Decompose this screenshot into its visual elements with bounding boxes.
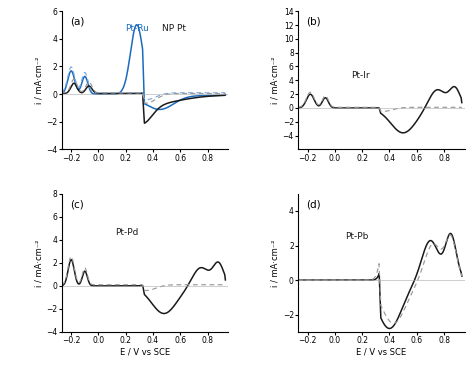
Text: (a): (a) [70, 17, 84, 27]
Text: Pt-Pd: Pt-Pd [115, 228, 138, 237]
Y-axis label: i / mA·cm⁻²: i / mA·cm⁻² [271, 57, 280, 104]
Text: NP Pt: NP Pt [162, 23, 185, 32]
X-axis label: E / V vs SCE: E / V vs SCE [120, 348, 170, 357]
Y-axis label: i / mA·cm⁻²: i / mA·cm⁻² [271, 239, 280, 286]
Text: (c): (c) [70, 199, 84, 209]
Text: (d): (d) [306, 199, 321, 209]
Text: Pt-Ru: Pt-Ru [125, 23, 149, 32]
X-axis label: E / V vs SCE: E / V vs SCE [356, 348, 406, 357]
Text: Pt-Ir: Pt-Ir [351, 70, 370, 80]
Y-axis label: i / mA·cm⁻²: i / mA·cm⁻² [35, 57, 44, 104]
Y-axis label: i / mA·cm⁻²: i / mA·cm⁻² [35, 239, 44, 286]
Text: (b): (b) [306, 17, 321, 27]
Text: Pt-Pb: Pt-Pb [345, 232, 368, 241]
